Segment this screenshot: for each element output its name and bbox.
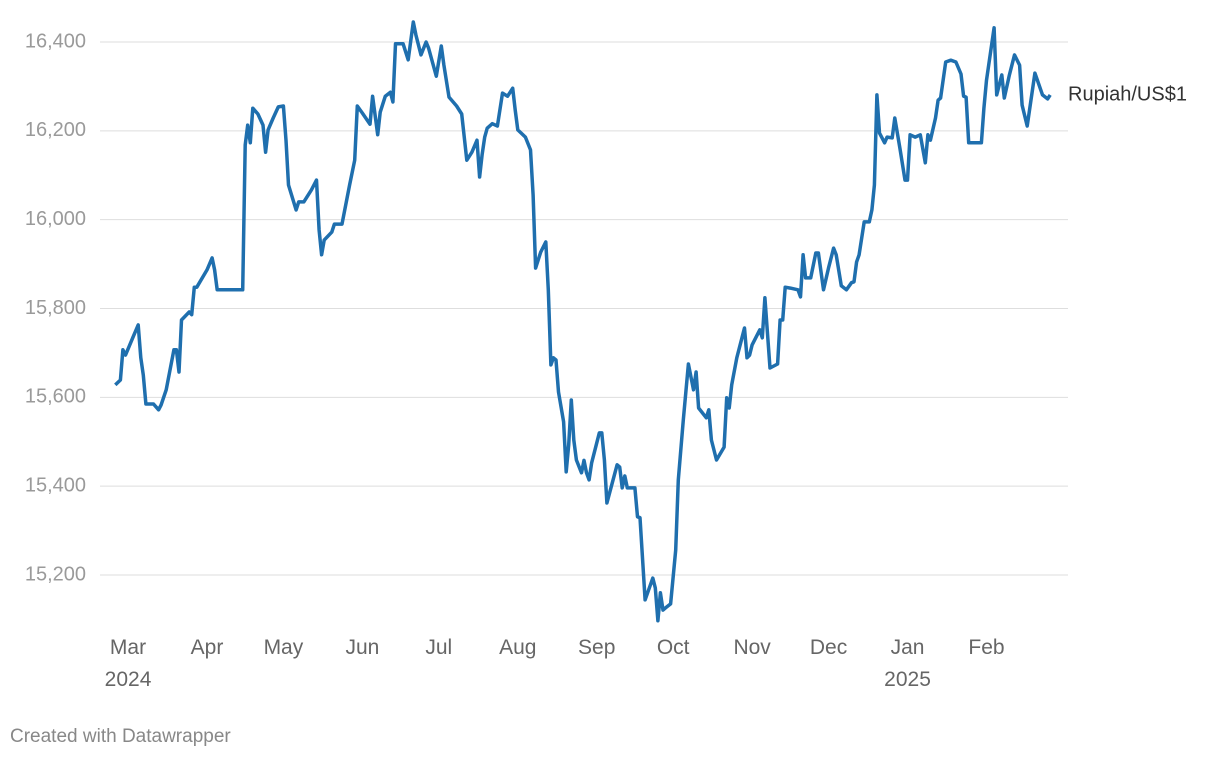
x-tick-label: Oct [657, 636, 690, 659]
x-tick-label: Sep [578, 636, 615, 659]
tick-label-line: Aug [499, 636, 536, 659]
tick-label-line: Sep [578, 636, 615, 659]
x-tick-label: May [264, 636, 304, 659]
tick-label-line: Jun [345, 636, 379, 659]
x-tick-label: Jun [345, 636, 379, 659]
x-tick-label: Jul [425, 636, 452, 659]
series-line [114, 20, 1052, 623]
tick-label-line: Apr [191, 636, 224, 659]
y-tick-label: 16,400 [25, 30, 86, 52]
x-tick-label: Jan 2025 [884, 636, 931, 691]
x-tick-label: Dec [810, 636, 847, 659]
y-tick-label: 16,000 [25, 208, 86, 230]
tick-label-line: Mar [110, 636, 146, 659]
tick-label-line: 2025 [884, 668, 931, 691]
tick-label-line: Feb [968, 636, 1004, 659]
y-tick-label: 16,200 [25, 119, 86, 141]
x-tick-label: Mar 2024 [105, 636, 152, 691]
tick-label-line: Jan [891, 636, 925, 659]
tick-label-line: Nov [733, 636, 771, 659]
tick-label-line: 2024 [105, 668, 152, 691]
x-tick-label: Apr [191, 636, 224, 659]
x-tick-label: Aug [499, 636, 536, 659]
tick-label-line: Dec [810, 636, 847, 659]
y-tick-label: 15,600 [25, 386, 86, 408]
y-tick-label: 15,800 [25, 297, 86, 319]
footer: Created with Datawrapper [10, 726, 231, 747]
tick-label-line: May [264, 636, 304, 659]
y-tick-label: 15,400 [25, 474, 86, 496]
x-tick-label: Nov [733, 636, 771, 659]
tick-label-line: Jul [425, 636, 452, 659]
tick-label-line: Oct [657, 636, 690, 659]
y-tick-label: 15,200 [25, 563, 86, 585]
series-label: Rupiah/US$1 [1068, 83, 1187, 105]
x-tick-label: Feb [968, 636, 1004, 659]
